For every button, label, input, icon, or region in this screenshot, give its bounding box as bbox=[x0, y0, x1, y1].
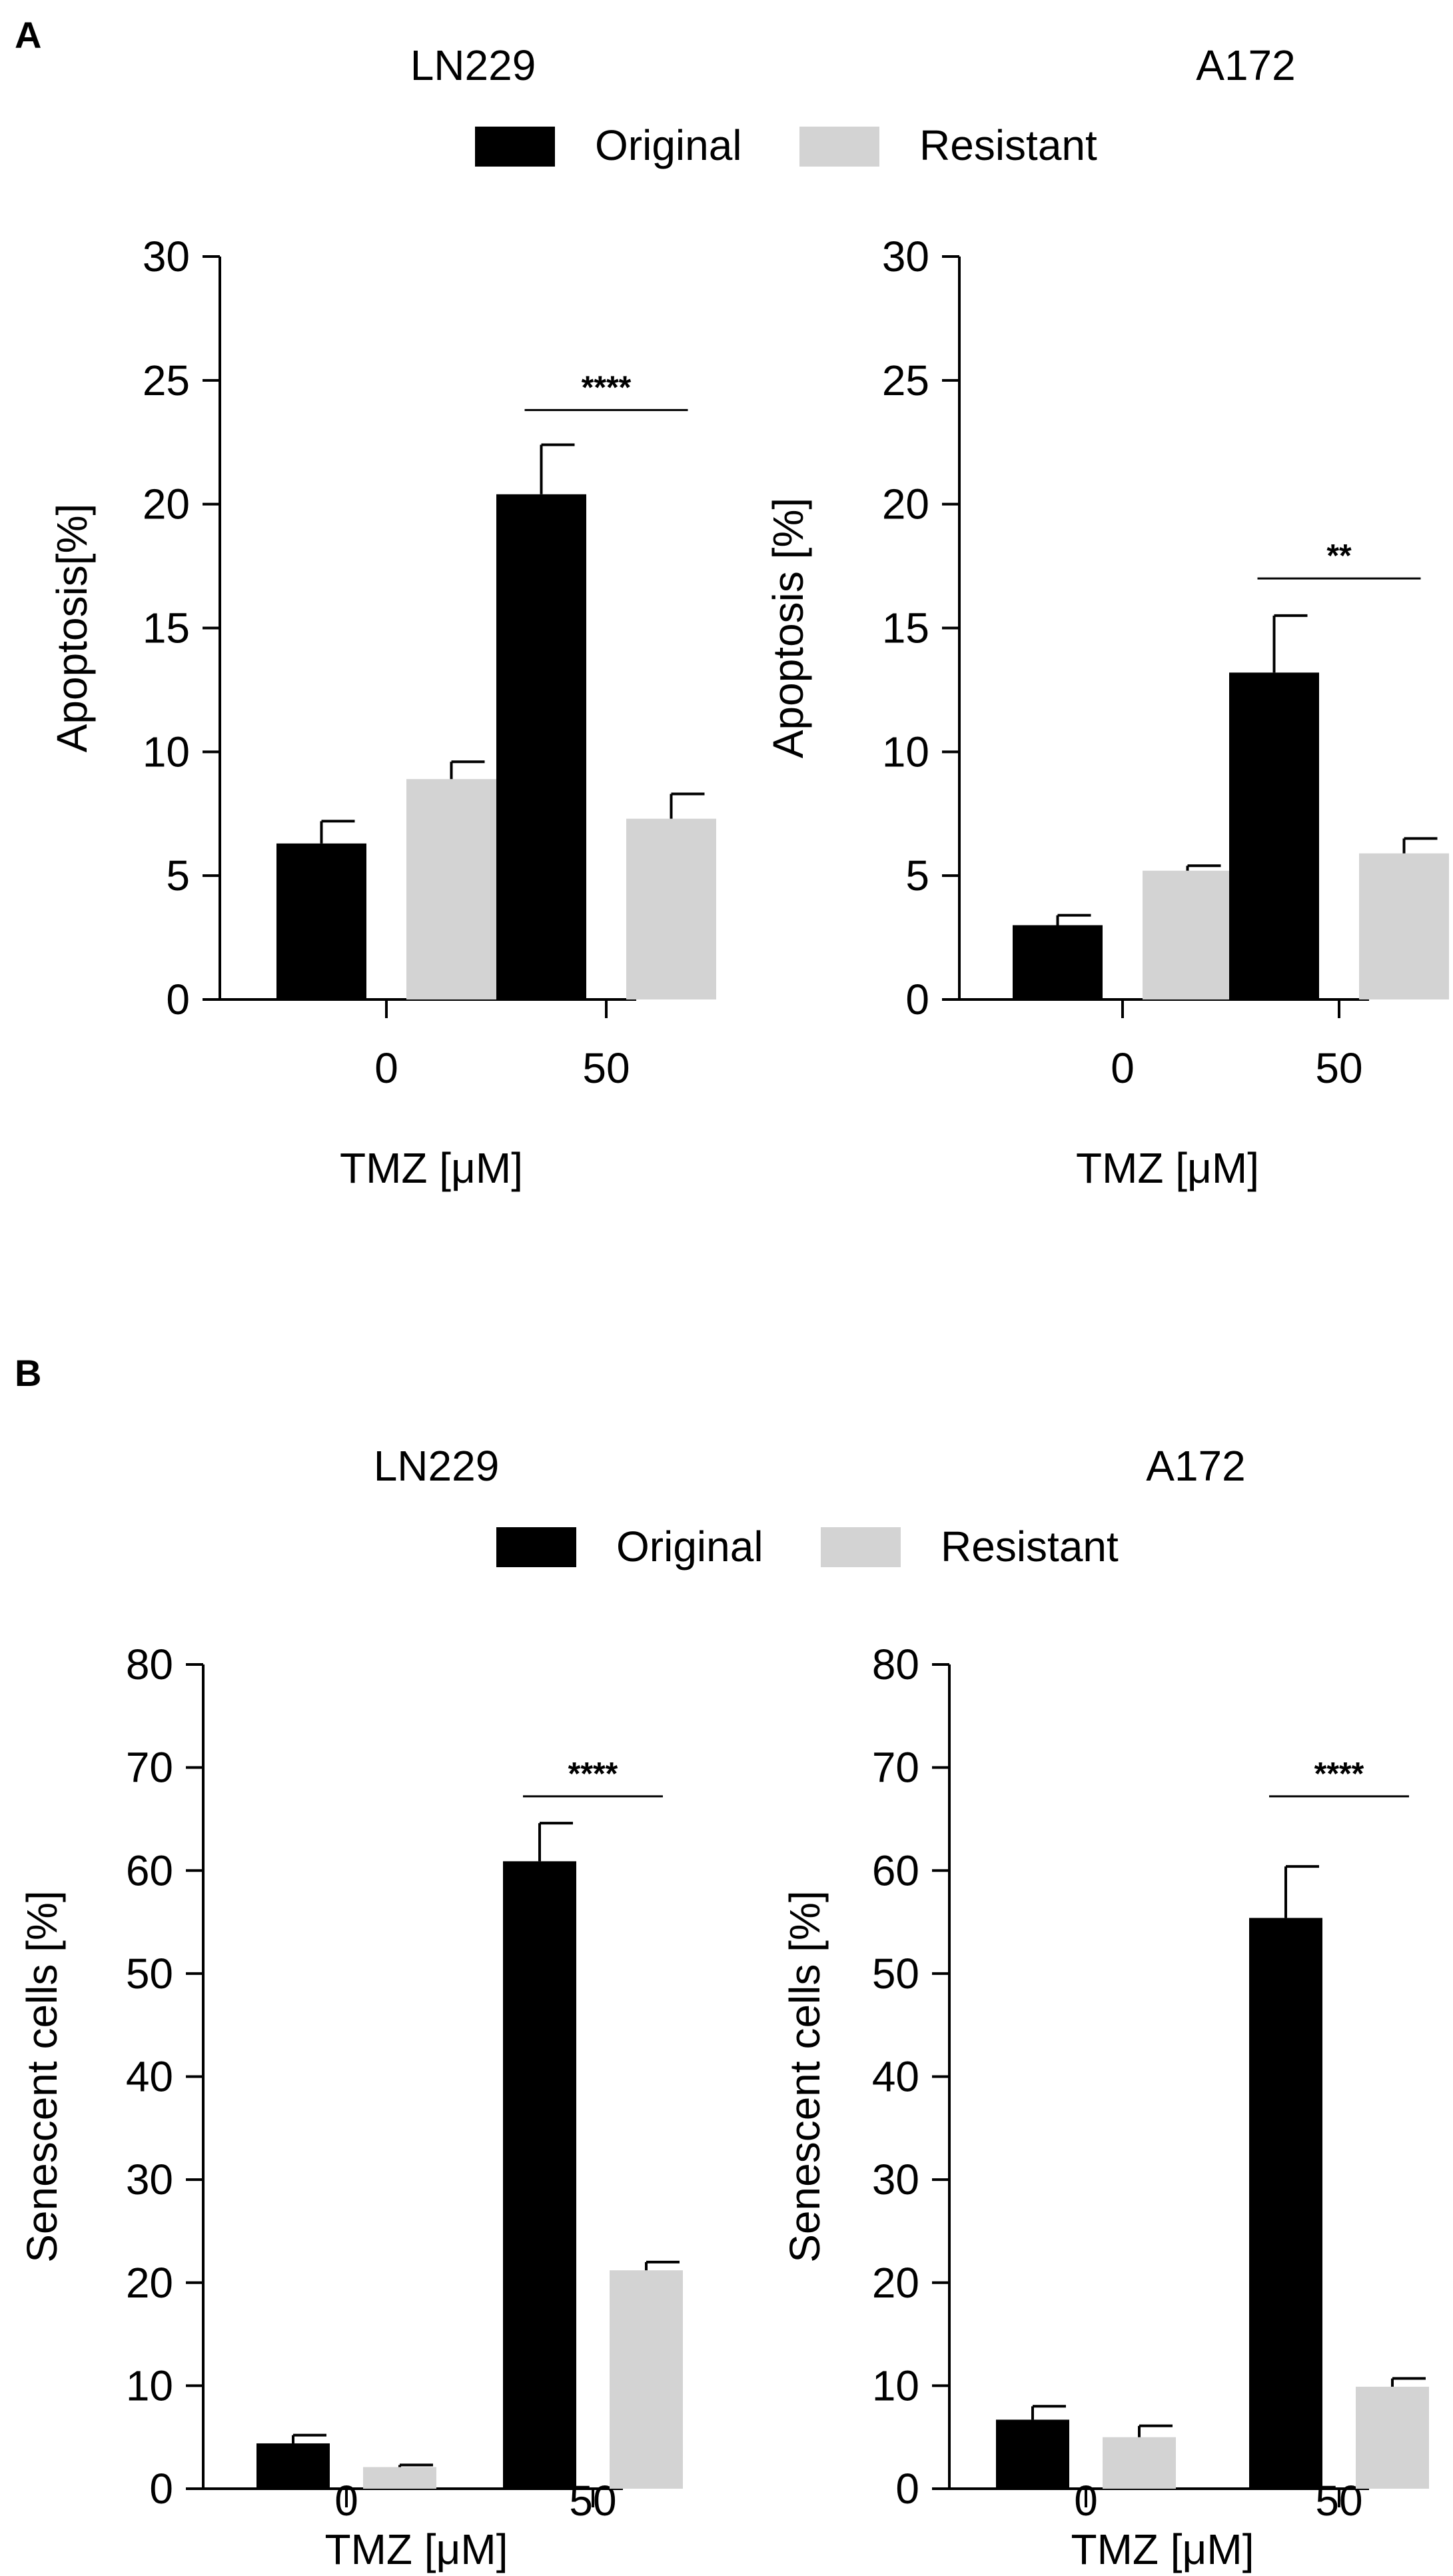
x-axis-label: TMZ [μM] bbox=[1076, 1144, 1259, 1192]
y-tick-label: 20 bbox=[882, 480, 929, 528]
y-tick-label: 60 bbox=[872, 1846, 919, 1894]
y-tick-label: 15 bbox=[143, 604, 190, 652]
y-tick-label: 30 bbox=[872, 2156, 919, 2204]
y-tick-label: 5 bbox=[905, 852, 929, 900]
chart-b-a172: A172 0 10 20 30 40 50 60 70 80 Senescent cells [%]… bbox=[781, 1442, 1429, 2573]
y-tick-label: 0 bbox=[905, 975, 929, 1023]
y-tick-label: 5 bbox=[166, 852, 190, 900]
legend-swatch-resistant bbox=[821, 1527, 901, 1567]
y-tick-label: 20 bbox=[126, 2259, 173, 2307]
significance-label: ** bbox=[1326, 538, 1352, 574]
bar-resistant-0 bbox=[1143, 870, 1232, 999]
bar-original-50 bbox=[503, 1861, 576, 2489]
x-tick-label: 50 bbox=[582, 1044, 630, 1092]
legend-label-original: Original bbox=[595, 121, 742, 169]
y-tick-label: 25 bbox=[143, 356, 190, 404]
y-tick-label: 20 bbox=[872, 2259, 919, 2307]
x-tick-label: 50 bbox=[1315, 1044, 1362, 1092]
significance-label: **** bbox=[568, 1756, 618, 1792]
y-tick-label: 30 bbox=[882, 233, 929, 281]
y-tick-label: 0 bbox=[149, 2465, 173, 2513]
chart-a-a172: A172 0 5 10 15 20 25 30 Apoptosis [%] 0 50 ** TMZ [μ… bbox=[764, 41, 1449, 1192]
y-tick-label: 70 bbox=[126, 1744, 173, 1792]
y-tick-label: 70 bbox=[872, 1744, 919, 1792]
y-axis-label: Senescent cells [%] bbox=[18, 1890, 66, 2263]
x-tick-label: 0 bbox=[374, 1044, 398, 1092]
bar-original-0 bbox=[1013, 925, 1103, 999]
bar-resistant-50 bbox=[626, 818, 716, 999]
bar-resistant-50 bbox=[1356, 2386, 1429, 2489]
x-axis-label: TMZ [μM] bbox=[1071, 2525, 1254, 2573]
x-tick-label: 0 bbox=[1074, 2477, 1098, 2525]
legend-b: Original Resistant bbox=[496, 1523, 1119, 1571]
chart-title: A172 bbox=[1146, 1442, 1245, 1490]
x-tick-label: 50 bbox=[569, 2477, 616, 2525]
y-tick-label: 30 bbox=[143, 233, 190, 281]
bar-resistant-0 bbox=[1103, 2437, 1176, 2489]
panel-letter-a: A bbox=[15, 14, 41, 56]
chart-title: A172 bbox=[1196, 41, 1295, 89]
legend-label-original: Original bbox=[616, 1523, 763, 1571]
y-tick-label: 50 bbox=[126, 1950, 173, 1998]
y-tick-label: 40 bbox=[126, 2053, 173, 2101]
legend-a: Original Resistant bbox=[475, 121, 1097, 169]
bar-original-50 bbox=[496, 494, 586, 999]
y-axis-label: Senescent cells [%] bbox=[781, 1890, 829, 2263]
significance-label: **** bbox=[1314, 1756, 1364, 1792]
x-axis-label: TMZ [μM] bbox=[324, 2525, 508, 2573]
y-tick-label: 25 bbox=[882, 356, 929, 404]
y-tick-label: 0 bbox=[895, 2465, 919, 2513]
y-tick-label: 10 bbox=[143, 728, 190, 776]
y-tick-label: 30 bbox=[126, 2156, 173, 2204]
y-tick-label: 50 bbox=[872, 1950, 919, 1998]
y-axis-label: Apoptosis[%] bbox=[48, 504, 96, 753]
legend-label-resistant: Resistant bbox=[941, 1523, 1119, 1571]
chart-title: LN229 bbox=[374, 1442, 500, 1490]
y-tick-label: 40 bbox=[872, 2053, 919, 2101]
bar-original-50 bbox=[1229, 672, 1319, 999]
bar-resistant-0 bbox=[406, 779, 496, 999]
y-tick-label: 80 bbox=[872, 1640, 919, 1688]
y-tick-label: 10 bbox=[872, 2361, 919, 2409]
chart-b-ln229: LN229 0 10 20 30 40 50 60 70 80 Senescent cells [%… bbox=[18, 1442, 683, 2573]
chart-a-ln229: LN229 0 5 10 15 20 25 30 Apoptosis[%] 0 50 **** TMZ … bbox=[48, 41, 716, 1192]
legend-swatch-original bbox=[496, 1527, 576, 1567]
chart-title: LN229 bbox=[410, 41, 536, 89]
y-tick-label: 60 bbox=[126, 1846, 173, 1894]
y-tick-label: 80 bbox=[126, 1640, 173, 1688]
legend-swatch-resistant bbox=[799, 127, 879, 167]
y-tick-label: 10 bbox=[882, 728, 929, 776]
y-tick-label: 20 bbox=[143, 480, 190, 528]
legend-label-resistant: Resistant bbox=[919, 121, 1097, 169]
bar-original-0 bbox=[256, 2443, 330, 2489]
x-tick-label: 0 bbox=[334, 2477, 358, 2525]
y-tick-label: 10 bbox=[126, 2361, 173, 2409]
bar-resistant-50 bbox=[1359, 853, 1449, 999]
panel-letter-b: B bbox=[15, 1352, 41, 1394]
bar-resistant-0 bbox=[363, 2467, 436, 2489]
legend-swatch-original bbox=[475, 127, 555, 167]
bar-original-50 bbox=[1249, 1918, 1322, 2489]
significance-label: **** bbox=[582, 370, 632, 405]
x-tick-label: 0 bbox=[1111, 1044, 1135, 1092]
bar-original-0 bbox=[996, 2419, 1069, 2489]
x-axis-label: TMZ [μM] bbox=[340, 1144, 523, 1192]
y-tick-label: 0 bbox=[166, 975, 190, 1023]
y-axis-label: Apoptosis [%] bbox=[764, 498, 812, 758]
y-tick-label: 15 bbox=[882, 604, 929, 652]
x-tick-label: 50 bbox=[1315, 2477, 1362, 2525]
bar-resistant-50 bbox=[610, 2270, 683, 2489]
bar-original-0 bbox=[276, 843, 366, 999]
